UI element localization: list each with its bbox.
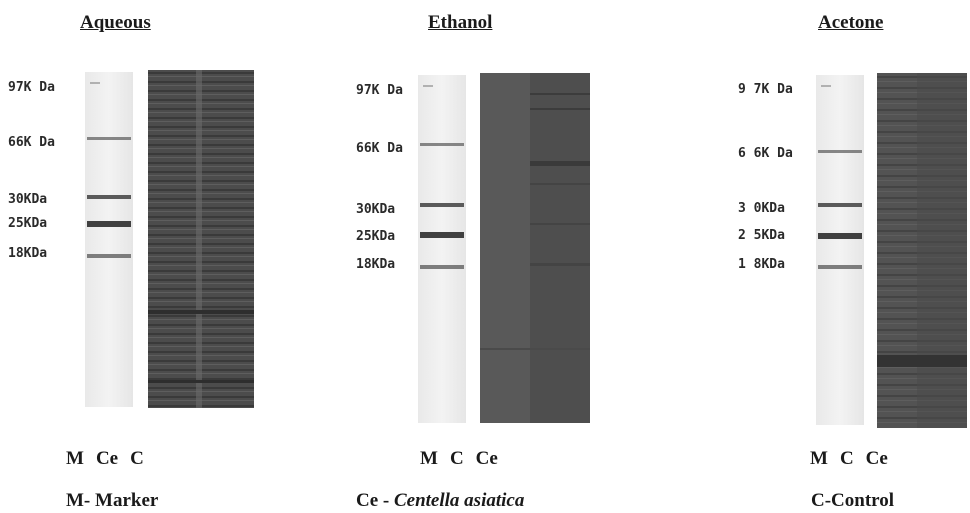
marker-label-30kda: 30KDa: [356, 202, 396, 217]
marker-bands: [420, 85, 464, 269]
lane-label: M: [66, 448, 84, 469]
marker-label-97kda: 97K Da: [8, 80, 55, 95]
marker-lane-gel: [816, 75, 864, 425]
legend-marker: M- Marker: [66, 490, 159, 511]
marker-label-66kda: 66K Da: [356, 141, 403, 156]
marker-bands: [87, 82, 131, 258]
lane-labels-acetone: M C Ce: [810, 448, 900, 470]
marker-label-25kda: 25KDa: [8, 216, 48, 231]
legend-centella: Ce - Centella asiatica: [356, 490, 524, 512]
legend-ce-prefix: Ce -: [356, 490, 394, 511]
lane-label: C: [839, 448, 854, 469]
sample-gel-bands: [480, 73, 590, 423]
marker-label-66kda: 66K Da: [8, 135, 55, 150]
marker-lane-gel: [85, 72, 133, 407]
lane-label: M: [420, 448, 438, 469]
lane-label: M: [810, 448, 828, 469]
sample-gel: [480, 73, 590, 423]
legend-ce-name: Centella asiatica: [393, 490, 525, 511]
panel-title-ethanol: Ethanol: [428, 12, 493, 33]
panel-title-acetone: Acetone: [818, 12, 884, 33]
marker-label-30kda: 3 0KDa: [738, 201, 785, 216]
marker-label-97kda: 9 7K Da: [738, 82, 793, 97]
lane-labels-ethanol: M C Ce: [420, 448, 510, 470]
lane-label: Ce: [865, 448, 888, 469]
legend-control: C-Control: [811, 490, 895, 511]
lane-labels-aqueous: M Ce C: [66, 448, 156, 470]
lane-label: C: [449, 448, 464, 469]
marker-label-25kda: 2 5KDa: [738, 228, 785, 243]
marker-label-18kda: 18KDa: [8, 246, 48, 261]
marker-label-18kda: 18KDa: [356, 257, 396, 272]
marker-label-30kda: 30KDa: [8, 192, 48, 207]
lane-label: Ce: [95, 448, 119, 469]
marker-label-18kda: 1 8KDa: [738, 257, 785, 272]
sample-gel-bands: [877, 73, 967, 428]
marker-label-97kda: 97K Da: [356, 83, 403, 98]
sample-gel-bands: [148, 70, 254, 408]
sample-gel: [877, 73, 967, 428]
sample-gel: [148, 70, 254, 408]
lane-label: C: [130, 448, 144, 469]
marker-label-66kda: 6 6K Da: [738, 146, 793, 161]
marker-label-25kda: 25KDa: [356, 229, 396, 244]
panel-title-aqueous: Aqueous: [80, 12, 151, 33]
lane-label: Ce: [475, 448, 498, 469]
marker-bands: [818, 85, 862, 269]
marker-lane-gel: [418, 75, 466, 423]
